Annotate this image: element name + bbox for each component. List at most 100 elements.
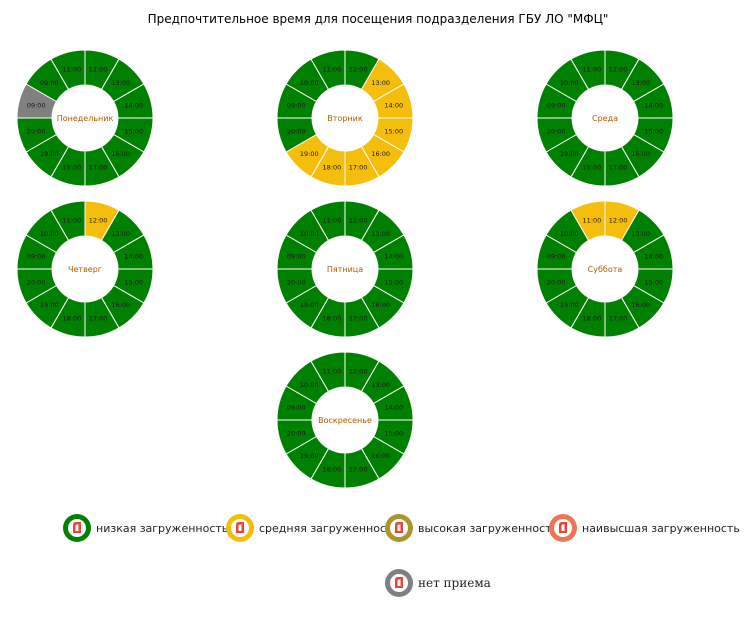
time-slot-label: 09:00 <box>547 101 566 109</box>
time-slot-label: 13:00 <box>631 79 650 87</box>
time-slot-label: 16:00 <box>371 452 390 460</box>
day-label: Пятница <box>327 265 363 274</box>
time-slot-label: 20:00 <box>287 128 306 136</box>
time-slot-label: 18:00 <box>63 163 82 171</box>
time-slot-label: 14:00 <box>384 403 403 411</box>
time-slot-label: 14:00 <box>644 101 663 109</box>
time-slot-label: 16:00 <box>111 150 130 158</box>
time-slot-label: 11:00 <box>323 217 342 225</box>
time-slot-label: 17:00 <box>609 163 628 171</box>
time-slot-label: 15:00 <box>384 128 403 136</box>
time-slot-segment <box>50 49 86 91</box>
time-slot-segment <box>570 49 606 91</box>
time-slot-label: 15:00 <box>384 430 403 438</box>
time-slot-label: 20:00 <box>287 430 306 438</box>
time-slot-label: 09:00 <box>287 403 306 411</box>
time-slot-label: 12:00 <box>349 368 368 376</box>
time-slot-segment <box>310 49 346 91</box>
legend-label: средняя загруженность <box>259 521 399 535</box>
time-slot-label: 19:00 <box>300 452 319 460</box>
day-label: Суббота <box>588 265 623 274</box>
time-slot-label: 15:00 <box>644 128 663 136</box>
time-slot-label: 12:00 <box>609 217 628 225</box>
time-slot-label: 12:00 <box>89 217 108 225</box>
legend-label: высокая загруженность <box>418 521 559 535</box>
time-slot-label: 10:00 <box>300 381 319 389</box>
time-slot-label: 16:00 <box>631 150 650 158</box>
time-slot-label: 16:00 <box>371 150 390 158</box>
time-slot-label: 11:00 <box>323 66 342 74</box>
time-slot-label: 13:00 <box>371 381 390 389</box>
time-slot-label: 09:00 <box>287 101 306 109</box>
time-slot-label: 20:00 <box>547 128 566 136</box>
time-slot-label: 19:00 <box>40 301 59 309</box>
time-slot-label: 15:00 <box>124 128 143 136</box>
time-slot-label: 11:00 <box>63 66 82 74</box>
time-slot-label: 14:00 <box>644 252 663 260</box>
time-slot-label: 18:00 <box>583 163 602 171</box>
legend-item-low: низкая загруженность <box>62 513 228 543</box>
time-slot-label: 14:00 <box>124 252 143 260</box>
day-label: Понедельник <box>57 114 114 123</box>
time-slot-label: 12:00 <box>349 217 368 225</box>
day-label: Вторник <box>327 114 363 123</box>
time-slot-label: 12:00 <box>349 66 368 74</box>
time-slot-label: 20:00 <box>27 128 46 136</box>
time-slot-label: 18:00 <box>323 314 342 322</box>
time-slot-label: 19:00 <box>300 301 319 309</box>
time-slot-label: 10:00 <box>40 230 59 238</box>
donut-charts: 12:0013:0014:0015:0016:0017:0018:0019:00… <box>16 49 674 489</box>
time-slot-label: 20:00 <box>27 279 46 287</box>
time-slot-label: 19:00 <box>40 150 59 158</box>
time-slot-label: 09:00 <box>40 79 59 87</box>
mfc-logo-icon <box>385 514 413 542</box>
time-slot-label: 16:00 <box>111 301 130 309</box>
time-slot-label: 11:00 <box>583 66 602 74</box>
time-slot-label: 13:00 <box>371 230 390 238</box>
time-slot-label: 18:00 <box>63 314 82 322</box>
legend-item-closed: нет приема <box>384 568 491 598</box>
time-slot-label: 12:00 <box>89 66 108 74</box>
legend-label: нет приема <box>418 576 491 590</box>
day-label: Четверг <box>68 265 102 274</box>
time-slot-label: 11:00 <box>583 217 602 225</box>
time-slot-label: 19:00 <box>560 301 579 309</box>
time-slot-label: 10:00 <box>300 79 319 87</box>
time-slot-label: 17:00 <box>349 314 368 322</box>
time-slot-label: 18:00 <box>323 163 342 171</box>
mfc-logo-icon <box>385 569 413 597</box>
time-slot-label: 20:00 <box>547 279 566 287</box>
time-slot-label: 11:00 <box>323 368 342 376</box>
legend-item-high: высокая загруженность <box>384 513 558 543</box>
mfc-logo-icon <box>226 514 254 542</box>
time-slot-label: 13:00 <box>631 230 650 238</box>
time-slot-segment <box>310 351 346 393</box>
time-slot-segment <box>570 200 606 242</box>
legend-item-medium: средняя загруженность <box>225 513 399 543</box>
time-slot-label: 20:00 <box>287 279 306 287</box>
mfc-logo-icon <box>549 514 577 542</box>
time-slot-label: 12:00 <box>609 66 628 74</box>
time-slot-label: 18:00 <box>323 465 342 473</box>
day-label: Среда <box>592 114 618 123</box>
time-slot-label: 10:00 <box>560 230 579 238</box>
time-slot-label: 17:00 <box>609 314 628 322</box>
time-slot-label: 17:00 <box>89 163 108 171</box>
time-slot-label: 15:00 <box>384 279 403 287</box>
time-slot-label: 13:00 <box>371 79 390 87</box>
time-slot-label: 16:00 <box>631 301 650 309</box>
legend-item-highest: наивысшая загруженность <box>548 513 740 543</box>
time-slot-label: 18:00 <box>583 314 602 322</box>
time-slot-label: 14:00 <box>384 101 403 109</box>
time-slot-label: 10:00 <box>300 230 319 238</box>
time-slot-label: 11:00 <box>63 217 82 225</box>
time-slot-label: 16:00 <box>371 301 390 309</box>
time-slot-label: 19:00 <box>560 150 579 158</box>
time-slot-label: 10:00 <box>560 79 579 87</box>
time-slot-label: 14:00 <box>384 252 403 260</box>
day-label: Воскресенье <box>318 416 372 425</box>
